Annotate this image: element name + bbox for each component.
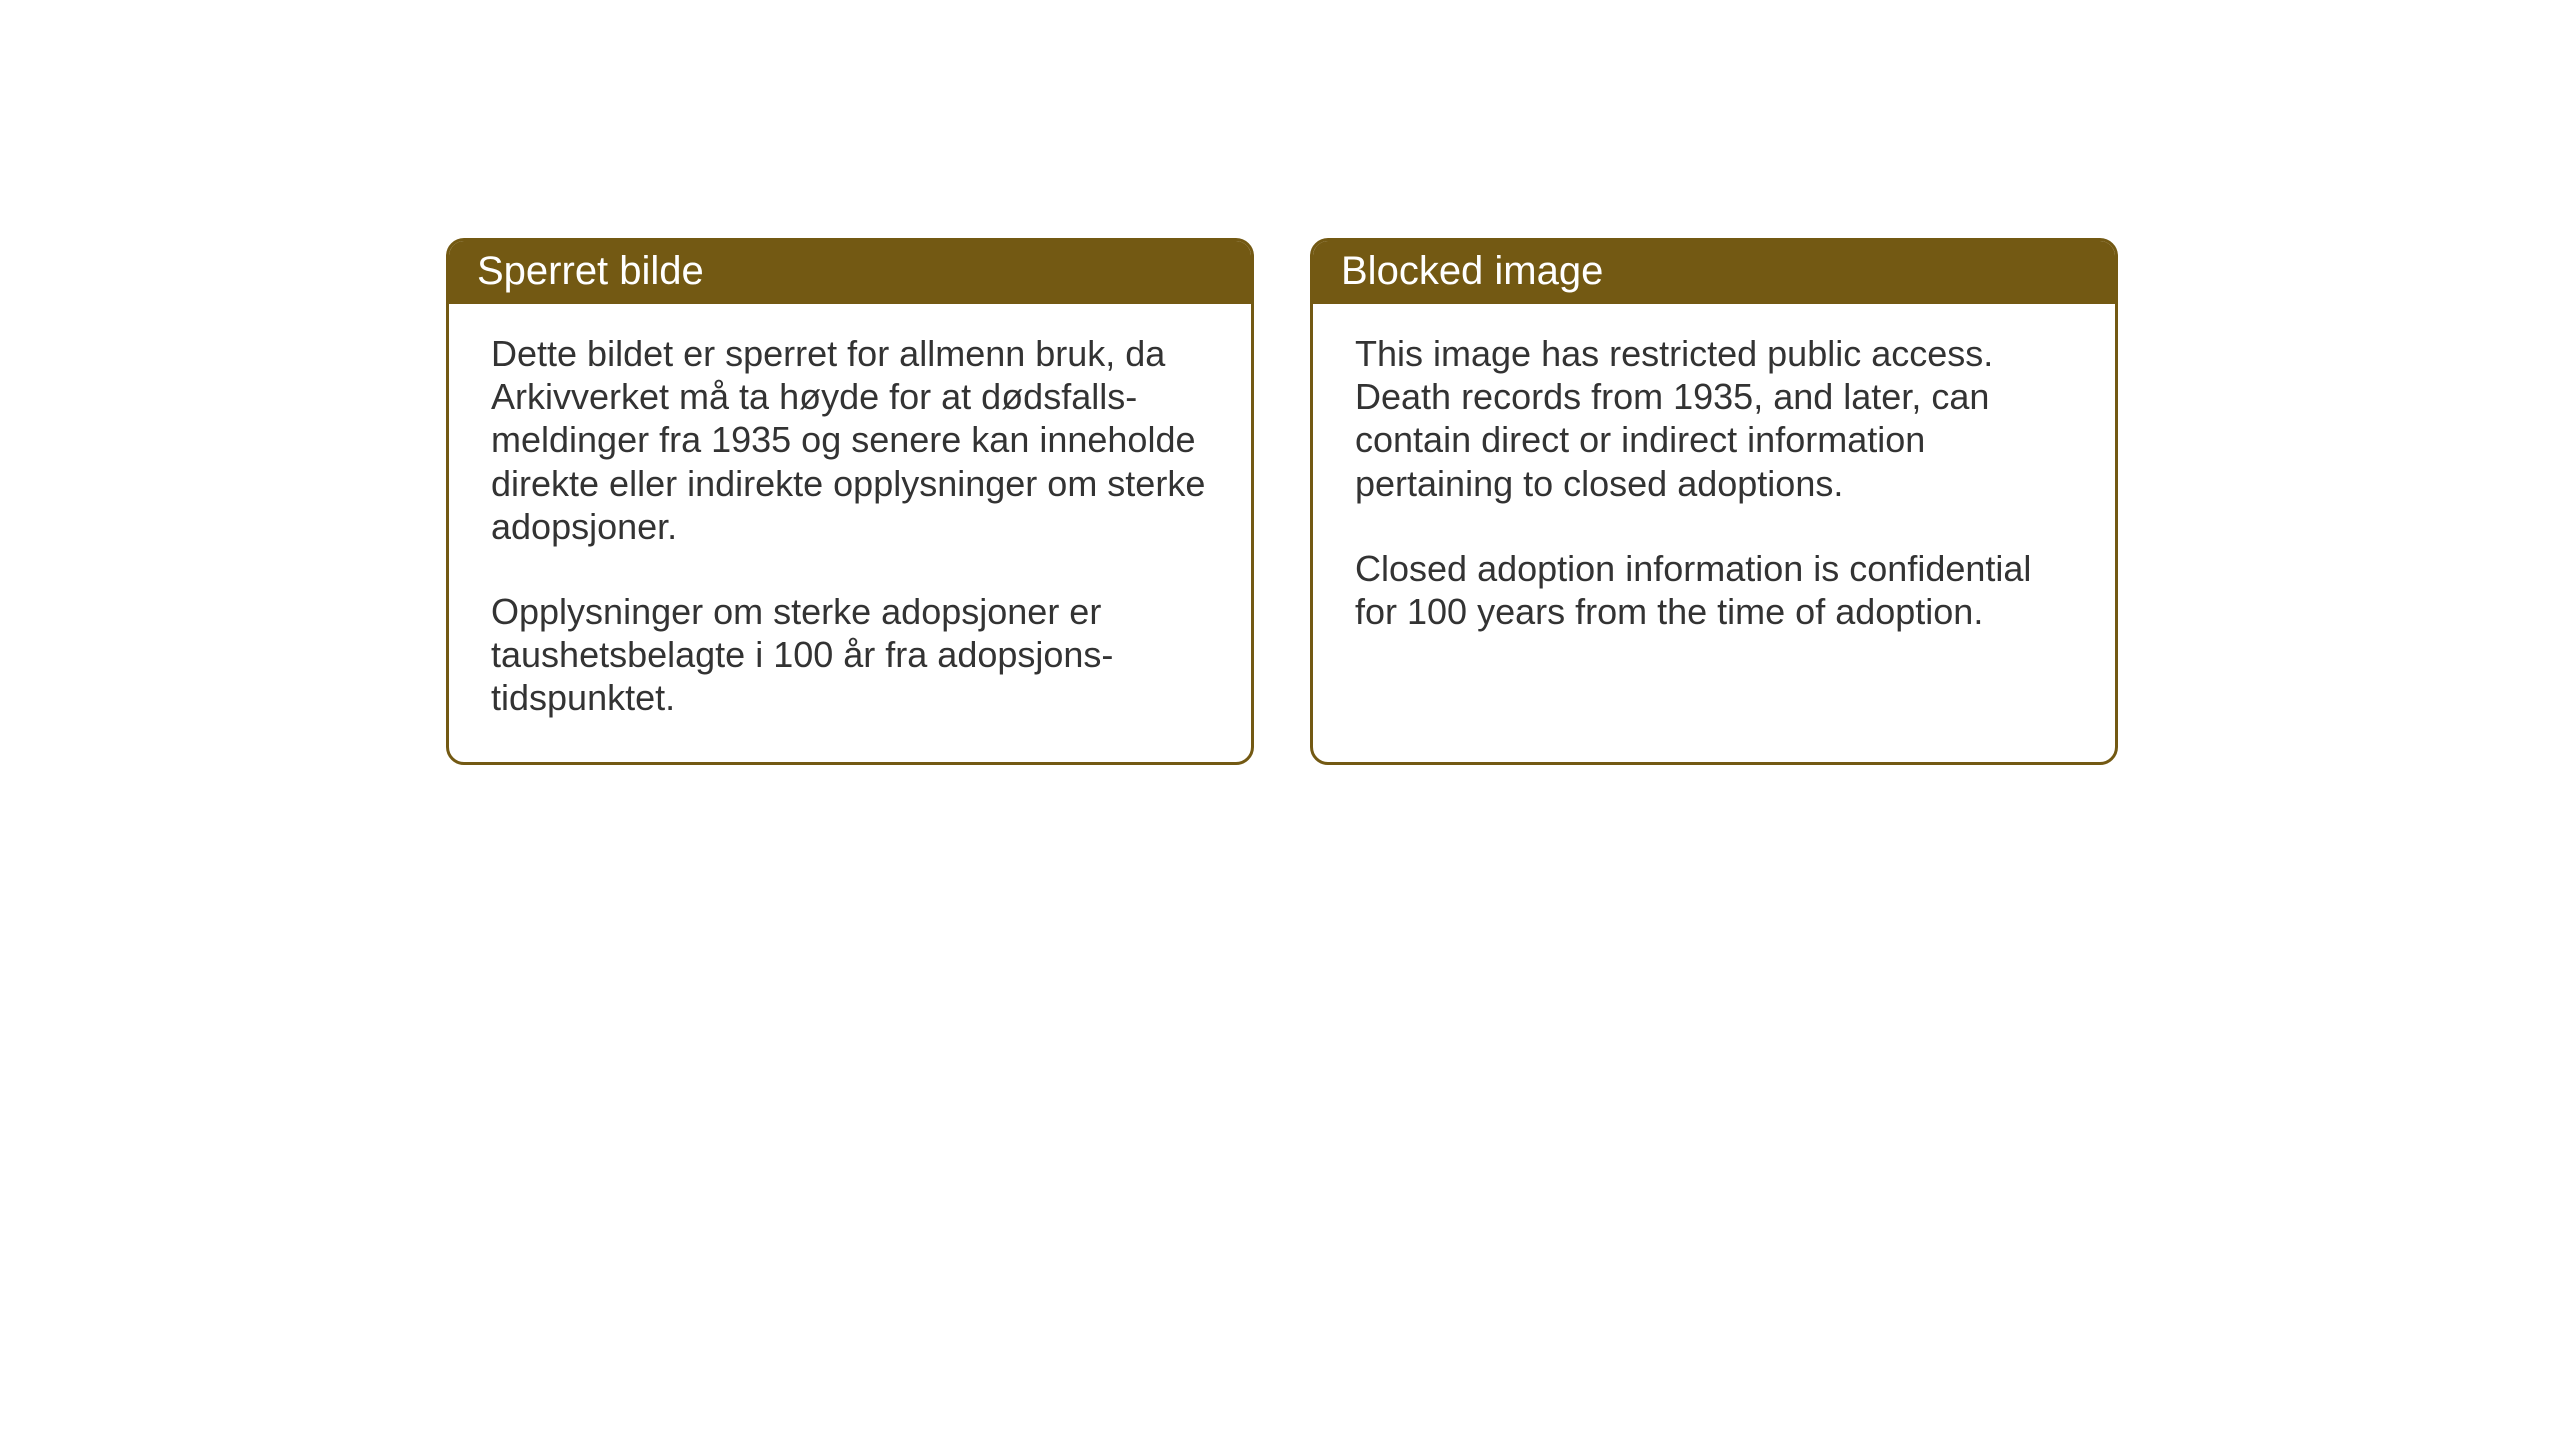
english-card-body: This image has restricted public access.… bbox=[1313, 304, 2115, 675]
english-paragraph-1: This image has restricted public access.… bbox=[1355, 332, 2073, 505]
norwegian-card-title: Sperret bilde bbox=[449, 241, 1251, 304]
english-paragraph-2: Closed adoption information is confident… bbox=[1355, 547, 2073, 633]
english-card-title: Blocked image bbox=[1313, 241, 2115, 304]
info-cards-container: Sperret bilde Dette bildet er sperret fo… bbox=[446, 238, 2118, 765]
norwegian-info-card: Sperret bilde Dette bildet er sperret fo… bbox=[446, 238, 1254, 765]
english-info-card: Blocked image This image has restricted … bbox=[1310, 238, 2118, 765]
norwegian-paragraph-2: Opplysninger om sterke adopsjoner er tau… bbox=[491, 590, 1209, 720]
norwegian-card-body: Dette bildet er sperret for allmenn bruk… bbox=[449, 304, 1251, 762]
norwegian-paragraph-1: Dette bildet er sperret for allmenn bruk… bbox=[491, 332, 1209, 548]
